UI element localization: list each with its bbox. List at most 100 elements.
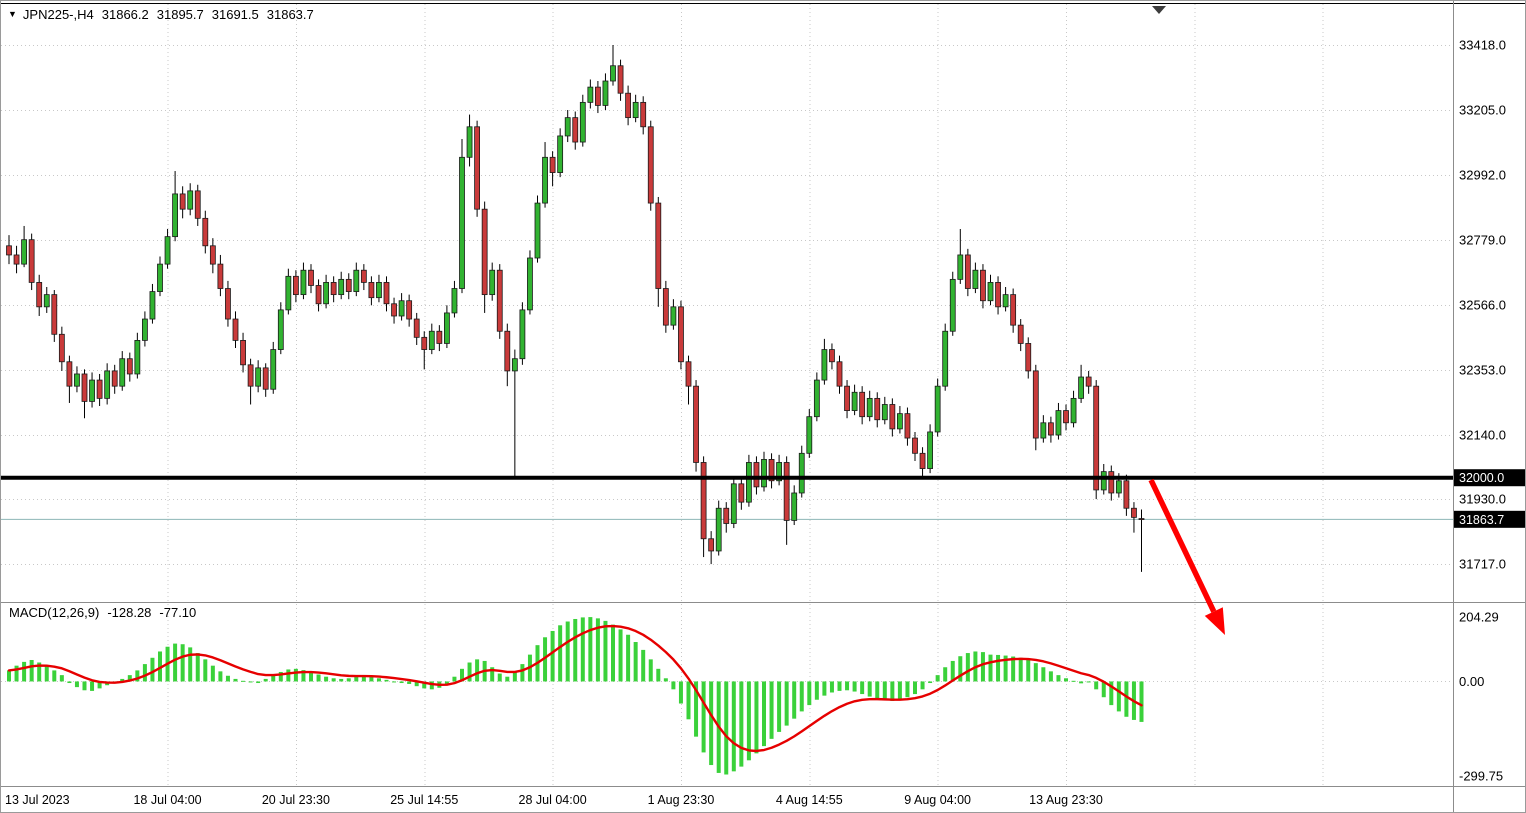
macd-histogram-bar — [913, 681, 917, 695]
candle — [693, 385, 699, 463]
macd-histogram-bar — [14, 665, 19, 682]
macd-histogram-bar — [1116, 681, 1121, 712]
macd-histogram-bar — [256, 681, 261, 684]
candle — [481, 208, 488, 296]
time-tick-label: 1 Aug 23:30 — [648, 793, 715, 807]
open-value: 31866.2 — [101, 7, 149, 22]
macd-histogram-bar — [67, 681, 72, 684]
candle — [1085, 376, 1092, 387]
time-tick-label: 20 Jul 23:30 — [262, 793, 330, 807]
macd-histogram-bar — [339, 678, 344, 682]
candle — [74, 373, 80, 387]
macd-histogram-bar — [595, 618, 600, 682]
macd-histogram-bar — [520, 664, 525, 682]
macd-histogram-bar — [414, 681, 419, 687]
candle — [1002, 294, 1009, 308]
candle — [240, 339, 246, 366]
macd-histogram-bar — [158, 651, 162, 682]
candle — [1055, 410, 1062, 436]
macd-histogram-bar — [29, 659, 34, 682]
candle — [323, 282, 330, 305]
macd-histogram-bar — [188, 647, 193, 682]
candle — [564, 117, 571, 137]
candle — [270, 349, 277, 390]
macd-histogram-bar — [822, 681, 827, 696]
candle — [700, 462, 707, 540]
trend-arrow[interactable] — [1148, 478, 1225, 635]
candle — [300, 269, 307, 296]
chart-shift-marker[interactable] — [1152, 6, 1166, 14]
candle — [595, 86, 601, 106]
candle — [851, 391, 858, 411]
macd-histogram-bar — [550, 630, 555, 682]
candle — [66, 361, 73, 387]
macd-histogram-bar — [286, 669, 291, 682]
candle — [708, 538, 715, 552]
macd-histogram-bar — [837, 681, 842, 691]
macd-histogram-bar — [97, 681, 102, 689]
candle — [1017, 324, 1024, 344]
price-tick-label: 32353.0 — [1459, 363, 1506, 378]
hline-price-box — [1454, 469, 1525, 487]
candle — [904, 413, 911, 439]
trend-arrow-shaft — [1148, 478, 1217, 613]
macd-histogram-bar — [218, 671, 223, 682]
macd-histogram-bar — [369, 676, 374, 682]
candle — [874, 397, 881, 421]
candle — [428, 330, 435, 350]
candle — [164, 236, 171, 265]
macd-histogram-bar — [1071, 680, 1076, 682]
candle — [549, 156, 556, 173]
macd-histogram-bar — [678, 681, 683, 704]
macd-histogram-bar — [384, 679, 389, 682]
candle — [262, 367, 269, 390]
macd-histogram-bar — [407, 681, 412, 684]
candle — [436, 330, 443, 344]
candle — [542, 156, 548, 204]
macd-histogram-bar — [278, 671, 283, 682]
macd-pane — [7, 617, 1144, 775]
candle — [13, 254, 20, 265]
macd-histogram-bar — [180, 644, 185, 682]
macd-histogram-bar — [852, 681, 857, 692]
macd-tick-label: 0.00 — [1459, 674, 1484, 689]
time-tick-label: 18 Jul 04:00 — [133, 793, 201, 807]
time-tick-label: 13 Jul 2023 — [5, 793, 70, 807]
candle — [813, 379, 820, 418]
candle — [972, 269, 979, 289]
bid-price-box — [1454, 510, 1525, 528]
time-axis: 13 Jul 2023 18 Jul 04:00 20 Jul 23:30 25 Ju… — [5, 793, 1103, 807]
macd-histogram-bar — [724, 681, 729, 775]
macd-histogram-bar — [928, 681, 933, 684]
macd-histogram-bar — [142, 664, 147, 682]
macd-histogram-bar — [1003, 655, 1008, 682]
time-tick-label: 9 Aug 04:00 — [904, 793, 971, 807]
candle — [1123, 480, 1130, 509]
ohlc-header: ▼ JPN225-,H4 31866.2 31895.7 31691.5 318… — [8, 7, 314, 22]
macd-histogram-bar — [361, 675, 366, 682]
candle — [119, 358, 126, 387]
macd-histogram-bar — [1109, 681, 1114, 706]
candle — [715, 507, 722, 552]
price-tick-label: 32566.0 — [1459, 298, 1506, 313]
macd-histogram-bar — [210, 665, 215, 682]
macd-histogram-bar — [663, 678, 668, 682]
macd-histogram-bar — [731, 681, 736, 772]
price-tick-label: 33418.0 — [1459, 38, 1506, 53]
candle — [1078, 376, 1084, 399]
candle — [1131, 507, 1137, 518]
macd-histogram-bar — [399, 681, 404, 684]
macd-histogram-bar — [1086, 681, 1091, 683]
candle — [149, 291, 156, 320]
candle — [315, 285, 322, 305]
candle — [912, 437, 918, 454]
price-tick-label: 32779.0 — [1459, 233, 1506, 248]
candle — [126, 358, 133, 375]
macd-histogram-bar — [882, 681, 887, 701]
macd-histogram-bar — [648, 659, 653, 682]
macd-histogram-bar — [845, 681, 850, 691]
candle — [285, 275, 292, 311]
macd-histogram-bar — [633, 642, 638, 682]
candle — [1093, 385, 1100, 491]
